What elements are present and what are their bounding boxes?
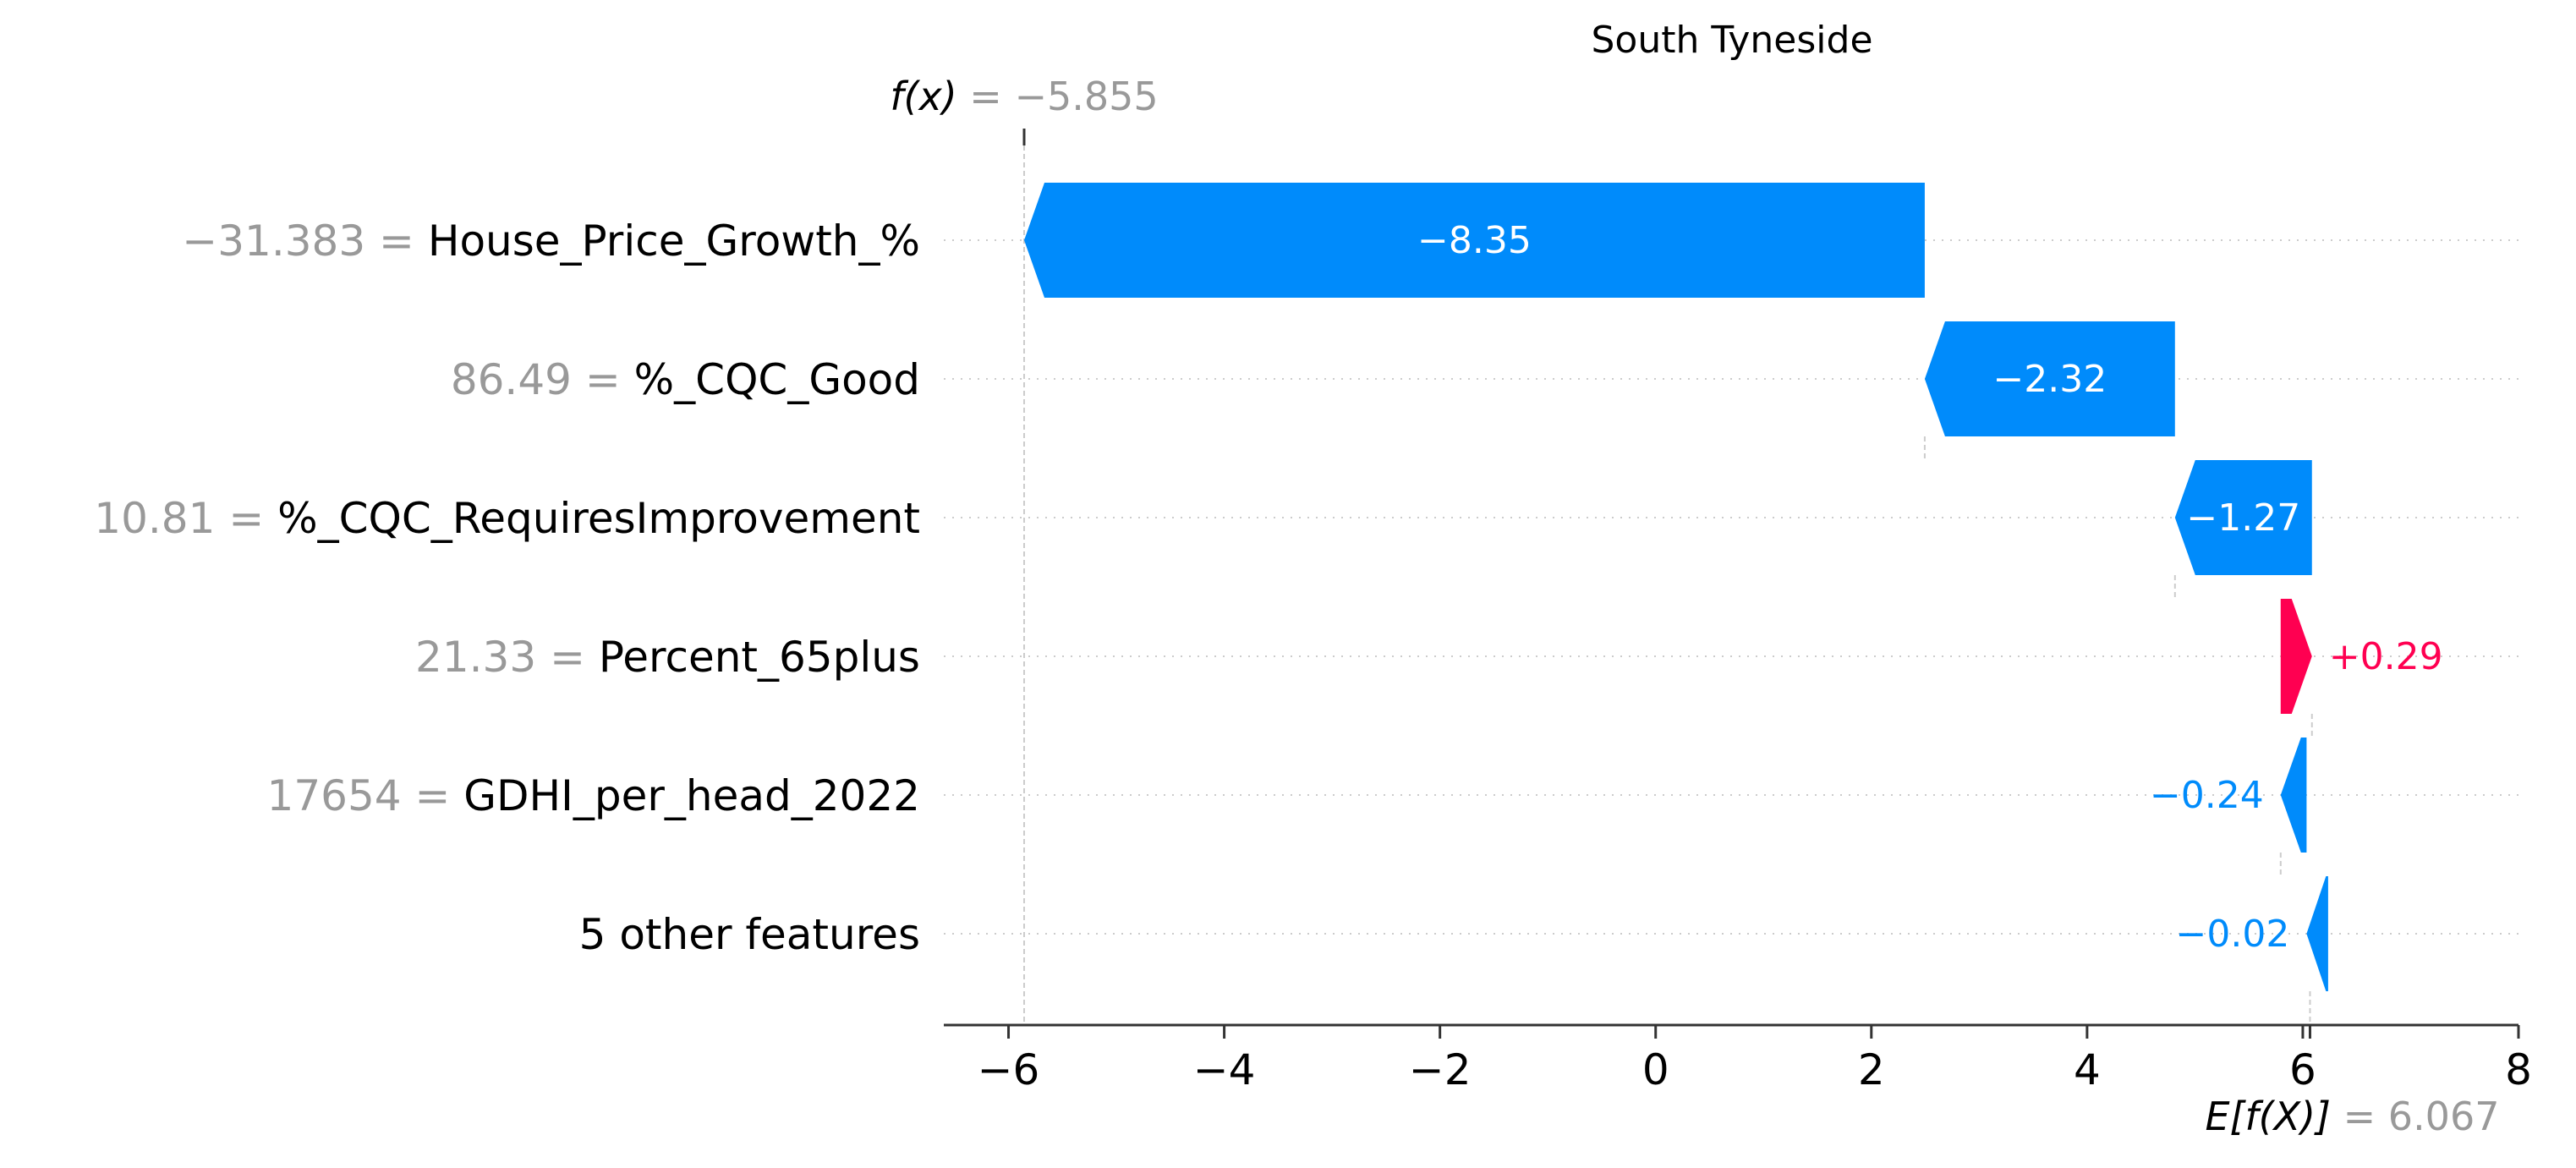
bar-3	[2174, 460, 2312, 575]
x-tick-label: −6	[978, 1045, 1040, 1094]
feature-name: House_Price_Growth_%	[428, 217, 920, 266]
equals-sign: =	[536, 633, 599, 682]
feature-name: 5 other features	[579, 910, 920, 959]
bar-6	[2306, 876, 2328, 991]
bar-5	[2280, 738, 2307, 853]
feature-value: 86.49	[451, 355, 572, 404]
x-tick-label: 2	[1858, 1045, 1885, 1094]
labels-layer: −8.35 −31.383 = House_Price_Growth_% −2.32…	[94, 217, 2442, 959]
base-label: E[f(X)] = 6.067	[2205, 1094, 2499, 1139]
bar-2	[1924, 321, 2175, 436]
feature-label-2: 86.49 = %_CQC_Good	[451, 355, 920, 404]
x-tick-label: 0	[1642, 1045, 1669, 1094]
base-prefix: E[f(X)]	[2205, 1094, 2331, 1139]
fx-label: f(x) = −5.855	[890, 74, 1158, 119]
feature-name: %_CQC_RequiresImprovement	[277, 494, 920, 543]
feature-label-6: 5 other features	[579, 910, 920, 959]
feature-value: 17654	[267, 771, 402, 820]
base-value: 6.067	[2388, 1094, 2500, 1139]
base-equals: =	[2331, 1094, 2388, 1139]
bar-label-4: +0.29	[2329, 635, 2443, 678]
feature-name: Percent_65plus	[599, 633, 920, 682]
x-tick-label: 4	[2074, 1045, 2101, 1094]
bar-4	[2280, 599, 2312, 714]
bar-label-2: −2.32	[1992, 358, 2107, 401]
bars-layer	[1024, 183, 2328, 991]
feature-value: −31.383	[182, 217, 365, 266]
feature-label-3: 10.81 = %_CQC_RequiresImprovement	[94, 494, 920, 543]
feature-name: GDHI_per_head_2022	[463, 771, 920, 820]
x-tick-label: 8	[2505, 1045, 2532, 1094]
equals-sign: =	[215, 494, 277, 543]
feature-label-1: −31.383 = House_Price_Growth_%	[182, 217, 920, 266]
chart-title: South Tyneside	[1591, 19, 1872, 62]
equals-sign: =	[365, 217, 428, 266]
fx-equals: =	[957, 74, 1015, 119]
bar-label-5: −0.24	[2150, 774, 2264, 817]
equals-sign: =	[402, 771, 464, 820]
bar-label-1: −8.35	[1417, 219, 1532, 262]
x-tick-label: 6	[2289, 1045, 2316, 1094]
fx-prefix: f(x)	[890, 74, 956, 119]
feature-label-5: 17654 = GDHI_per_head_2022	[267, 771, 920, 820]
feature-value: 21.33	[415, 633, 536, 682]
feature-name: %_CQC_Good	[634, 355, 920, 404]
x-tick-label: −2	[1409, 1045, 1472, 1094]
feature-label-4: 21.33 = Percent_65plus	[415, 633, 920, 682]
fx-annotation: f(x) = −5.855	[890, 74, 1158, 119]
expected-value-annotation: E[f(X)] = 6.067	[2205, 1094, 2499, 1139]
x-tick-label: −4	[1193, 1045, 1256, 1094]
fx-value: −5.855	[1014, 74, 1158, 119]
equals-sign: =	[572, 355, 634, 404]
bar-label-3: −1.27	[2186, 496, 2300, 540]
bar-1	[1024, 183, 1925, 298]
bar-label-6: −0.02	[2176, 913, 2290, 956]
x-axis: −6 −4 −2 0 2 4 6 8	[944, 1023, 2532, 1094]
feature-value: 10.81	[94, 494, 215, 543]
